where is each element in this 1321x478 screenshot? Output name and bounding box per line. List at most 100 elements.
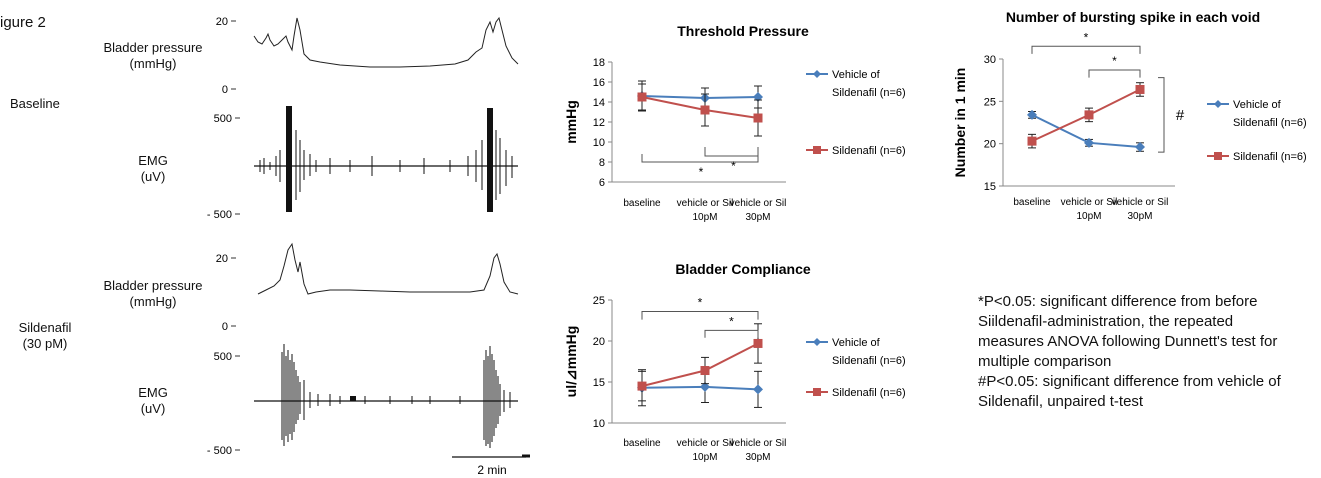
chart2-xtick-label-0-0: baseline xyxy=(1013,197,1051,208)
chart1-legend-label-0-1: Sildenafil (n=6) xyxy=(832,355,906,367)
chart2-annotation-0-bracket xyxy=(1031,45,1141,54)
chart0-series-0-line xyxy=(641,95,759,100)
footnote-line-5: #P<0.05: significant difference from veh… xyxy=(978,373,1281,390)
footnote-line-1: *P<0.05: significant difference from bef… xyxy=(978,293,1258,310)
chart1-legend-label-0-0: Vehicle of xyxy=(832,337,881,349)
bp-label-bottom-line1: Bladder pressure xyxy=(103,278,203,293)
bursting-spike-chart: Number of bursting spike in each void Num… xyxy=(952,9,1307,222)
emg-label-bottom: EMG (uV) xyxy=(98,385,208,417)
chart0-ytick-label-14: 14 xyxy=(593,97,605,109)
statistics-footnote: *P<0.05: significant difference from bef… xyxy=(978,292,1281,412)
chart1-xtick-label-2-0: vehicle or Sil xyxy=(730,438,787,449)
chart2-series-0-point-1 xyxy=(1084,137,1094,148)
chart2-annotation-2-bracket xyxy=(1158,77,1165,153)
emg-bottom-tick-minus500: - 500 xyxy=(207,445,232,457)
chart2-xtick-label-2-1: 30pM xyxy=(1127,211,1152,222)
chart0-xtick-label-2-1: 30pM xyxy=(745,212,770,223)
bp-bottom-tick-20: 20 xyxy=(216,253,228,265)
bp-label-bottom-line2: (mmHg) xyxy=(129,294,177,309)
chart2-series-0-point-0 xyxy=(1027,109,1037,120)
chart1-series-1-line xyxy=(641,342,759,388)
chart2-annotation-1-label: * xyxy=(1112,54,1117,68)
chart0-legend-label-1-0: Sildenafil (n=6) xyxy=(832,145,906,157)
chart1-series-0-point-2 xyxy=(753,384,763,395)
footnote-line-2: Siildenafil-administration, the repeated xyxy=(978,313,1234,330)
chart0-ytick-label-18: 18 xyxy=(593,57,605,69)
condition-label-sildenafil-line1: Sildenafil xyxy=(18,320,72,335)
chart0-ytick-label-8: 8 xyxy=(599,157,605,169)
chart2-legend-label-0-1: Sildenafil (n=6) xyxy=(1233,117,1307,129)
condition-label-sildenafil: Sildenafil (30 pM) xyxy=(14,320,76,352)
footnote-line-4: multiple comparison xyxy=(978,353,1112,370)
chart1-series-0-point-1 xyxy=(700,381,710,392)
condition-label-baseline: Baseline xyxy=(10,96,60,111)
chart1-xtick-label-1-1: 10pM xyxy=(692,452,717,463)
chart0-ylabel: mmHg xyxy=(563,100,579,144)
chart0-legend-marker-1 xyxy=(813,146,821,154)
bladder-compliance-chart: Bladder Compliance ul/⊿mmHg 10 15 20 25 baseli… xyxy=(563,261,906,463)
bp-label-top-line2: (mmHg) xyxy=(129,56,177,71)
emg-label-top-line2: (uV) xyxy=(140,169,166,184)
chart1-xtick-label-0-0: baseline xyxy=(623,438,661,449)
chart2-series-1-point-1 xyxy=(1084,110,1094,120)
chart1-ytick-label-20: 20 xyxy=(593,336,605,348)
condition-label-sildenafil-line2: (30 pM) xyxy=(22,336,68,351)
chart0-annotation-1-label: * xyxy=(731,159,736,173)
chart1-legend-marker-1 xyxy=(813,388,821,396)
emg-top-tick-minus500: - 500 xyxy=(207,209,232,221)
chart0-ytick-label-12: 12 xyxy=(593,117,605,129)
chart0-ytick-label-6: 6 xyxy=(599,177,605,189)
chart2-ylabel: Number in 1 min xyxy=(952,68,968,178)
chart0-legend-marker-0 xyxy=(813,70,821,78)
chart0-annotation-1-bracket xyxy=(704,147,759,157)
chart1-ytick-label-15: 15 xyxy=(593,377,605,389)
sildenafil-emg-trace xyxy=(254,344,518,448)
chart0-xtick-label-0-0: baseline xyxy=(623,198,661,209)
chart1-xtick-label-1-0: vehicle or Sil xyxy=(677,438,734,449)
figure-label: igure 2 xyxy=(0,14,46,31)
chart0-annotation-0-label: * xyxy=(699,165,704,179)
chart0-legend-label-0-1: Sildenafil (n=6) xyxy=(832,87,906,99)
threshold-pressure-chart: Threshold Pressure mmHg 6 8 10 12 14 16 18 baseli… xyxy=(563,23,906,223)
bp-bottom-tick-0: 0 xyxy=(222,321,228,333)
chart1-annotation-1-label: * xyxy=(729,314,734,328)
chart1-annotation-1-bracket xyxy=(704,329,759,338)
chart2-ytick-label-20: 20 xyxy=(984,139,996,151)
time-scale-label: 2 min xyxy=(477,463,506,477)
chart2-legend-label-0-0: Vehicle of xyxy=(1233,99,1282,111)
chart1-legend-marker-0 xyxy=(813,338,821,346)
raw-traces: 20 0 500 - 500 20 0 500 - 500 2 min xyxy=(207,16,530,477)
chart1-series-1-point-0 xyxy=(637,381,647,391)
chart1-annotation-0-label: * xyxy=(698,295,703,309)
emg-label-top: EMG (uV) xyxy=(98,153,208,185)
chart0-series-1-point-1 xyxy=(700,105,710,115)
chart2-xtick-label-1-0: vehicle or Sil xyxy=(1061,197,1118,208)
footnote-line-6: Sildenafil, unpaired t-test xyxy=(978,393,1144,410)
chart0-annotation-0-bracket xyxy=(641,154,759,163)
chart2-annotation-2-label: # xyxy=(1176,107,1185,124)
emg-top-tick-500: 500 xyxy=(214,113,232,125)
chart1-ytick-label-10: 10 xyxy=(593,418,605,430)
chart1-ytick-label-25: 25 xyxy=(593,295,605,307)
bp-top-tick-0: 0 xyxy=(222,84,228,96)
chart2-xtick-label-1-1: 10pM xyxy=(1076,211,1101,222)
chart2-ytick-label-15: 15 xyxy=(984,181,996,193)
chart0-xtick-label-1-0: vehicle or Sil xyxy=(677,198,734,209)
chart2-legend-label-1-0: Sildenafil (n=6) xyxy=(1233,151,1307,163)
chart1-title: Bladder Compliance xyxy=(675,261,811,277)
bp-label-bottom: Bladder pressure (mmHg) xyxy=(98,278,208,310)
chart0-title: Threshold Pressure xyxy=(677,23,809,39)
emg-label-bottom-line2: (uV) xyxy=(140,401,166,416)
chart0-ytick-label-16: 16 xyxy=(593,77,605,89)
bp-label-top: Bladder pressure (mmHg) xyxy=(98,40,208,72)
sildenafil-bladder-pressure-trace xyxy=(257,242,519,295)
chart2-ytick-label-30: 30 xyxy=(984,54,996,66)
chart2-xtick-label-2-0: vehicle or Sil xyxy=(1112,197,1169,208)
emg-label-top-line1: EMG xyxy=(138,153,168,168)
chart0-xtick-label-1-1: 10pM xyxy=(692,212,717,223)
chart1-ylabel: ul/⊿mmHg xyxy=(563,326,579,398)
chart2-annotation-1-bracket xyxy=(1088,69,1141,78)
chart2-legend-marker-1 xyxy=(1214,152,1222,160)
bp-label-top-line1: Bladder pressure xyxy=(103,40,203,55)
chart2-series-1-point-2 xyxy=(1135,84,1145,94)
